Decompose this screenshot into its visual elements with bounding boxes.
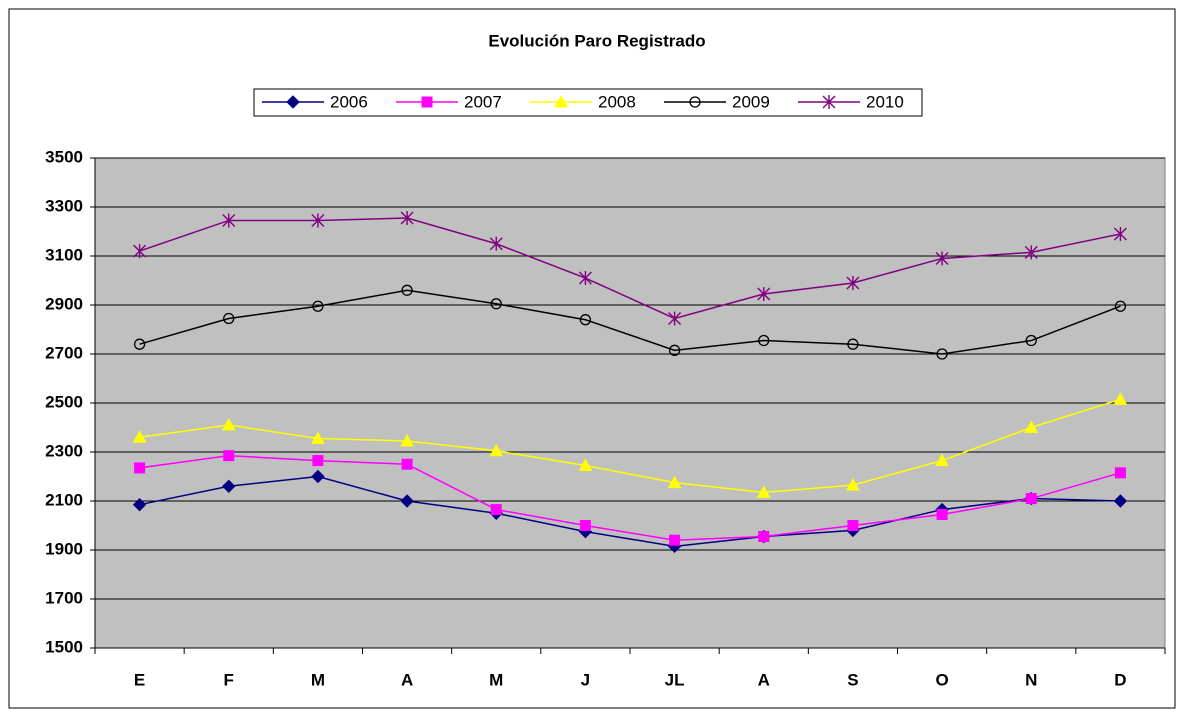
legend-label: 2009 — [732, 92, 770, 111]
point — [489, 443, 504, 457]
point — [935, 251, 949, 266]
y-tick-label: 3100 — [45, 245, 83, 264]
x-tick-label: A — [758, 670, 770, 689]
point — [668, 344, 681, 356]
x-tick-label: J — [581, 670, 590, 689]
point — [311, 213, 325, 228]
point — [936, 508, 948, 520]
point — [1113, 226, 1127, 241]
point — [756, 485, 771, 498]
legend-label: 2010 — [866, 92, 904, 111]
x-tick-label: O — [935, 670, 948, 689]
point — [489, 236, 503, 251]
y-tick-label: 3500 — [45, 147, 83, 166]
point — [669, 534, 681, 546]
point — [1113, 494, 1128, 508]
y-tick-label: 2100 — [45, 490, 83, 509]
point — [132, 430, 147, 443]
point — [846, 275, 860, 290]
point — [579, 520, 591, 531]
y-tick-label: 1500 — [45, 637, 83, 656]
point — [133, 338, 146, 350]
point — [312, 300, 324, 312]
point — [758, 531, 770, 543]
legend-label: 2008 — [598, 92, 636, 111]
point — [579, 314, 592, 326]
y-tick-label: 1700 — [45, 588, 83, 607]
series-line — [139, 289, 1121, 355]
x-tick-label: S — [847, 670, 858, 689]
x-tick-label: N — [1025, 670, 1037, 689]
x-tick-label: A — [401, 670, 413, 689]
x-tick-label: M — [489, 670, 503, 689]
chart-title: Evolución Paro Registrado — [488, 31, 705, 50]
point — [1025, 334, 1037, 347]
x-tick-label: D — [1114, 670, 1126, 689]
point — [134, 462, 146, 474]
point — [936, 348, 948, 360]
point — [1114, 300, 1127, 312]
legend-marker — [822, 95, 836, 109]
point — [667, 475, 682, 489]
y-tick-label: 2700 — [45, 343, 83, 362]
point — [132, 497, 147, 512]
y-tick-label: 1900 — [45, 539, 83, 558]
y-tick-label: 2500 — [45, 392, 83, 411]
y-tick-label: 2300 — [45, 441, 83, 460]
legend-label: 2007 — [464, 92, 502, 111]
point — [1024, 420, 1039, 433]
legend-marker — [286, 95, 300, 109]
point — [1024, 245, 1038, 260]
point — [758, 334, 770, 347]
point — [578, 458, 593, 471]
point — [133, 244, 147, 259]
series-line — [139, 454, 1121, 541]
point — [400, 433, 414, 447]
point — [400, 211, 414, 226]
point — [223, 450, 235, 462]
point — [222, 213, 236, 228]
point — [1025, 493, 1037, 505]
point — [490, 504, 502, 516]
x-tick-label: JL — [665, 670, 685, 689]
legend-label: 2006 — [330, 92, 368, 111]
point — [312, 455, 324, 467]
x-tick-label: E — [134, 670, 145, 689]
point — [1114, 467, 1126, 479]
point — [846, 478, 860, 491]
point — [222, 479, 236, 494]
point — [223, 312, 235, 325]
x-tick-label: M — [311, 670, 325, 689]
point — [668, 311, 682, 326]
point — [935, 453, 949, 467]
point — [757, 286, 771, 301]
point — [221, 418, 236, 431]
point — [847, 338, 859, 350]
y-tick-label: 3300 — [45, 196, 83, 215]
point — [1113, 392, 1128, 405]
point — [401, 284, 413, 296]
series-line — [139, 398, 1121, 494]
legend-marker — [421, 96, 433, 108]
y-tick-label: 2900 — [45, 294, 83, 313]
series-line — [139, 217, 1121, 320]
point — [578, 271, 592, 286]
x-tick-label: F — [224, 670, 234, 689]
point — [847, 520, 859, 531]
series-line — [139, 475, 1121, 548]
legend-marker — [689, 96, 701, 108]
point — [401, 458, 413, 470]
point — [490, 298, 502, 310]
point — [311, 431, 325, 445]
point — [311, 469, 325, 484]
point — [400, 494, 414, 508]
legend-marker — [554, 94, 568, 108]
